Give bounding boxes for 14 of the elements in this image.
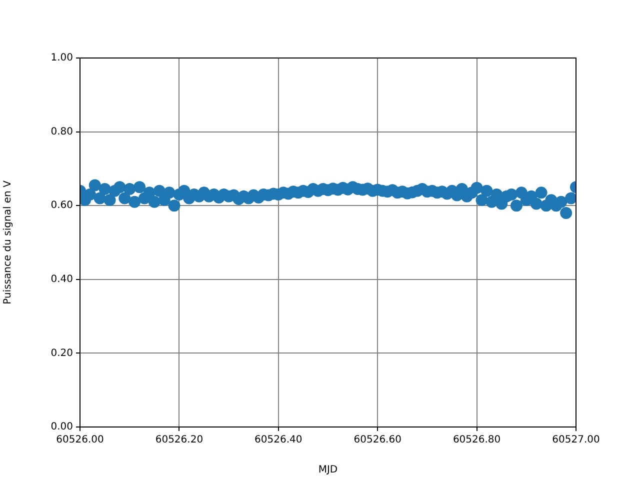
x-tick-label: 60526.20: [155, 434, 204, 446]
x-axis-title: MJD: [318, 464, 338, 476]
x-tick-label: 60526.40: [254, 434, 302, 446]
y-tick-label: 0.40: [50, 274, 73, 285]
y-tick-label: 0.00: [50, 422, 73, 433]
x-tick-label: 60526.60: [354, 434, 402, 446]
x-tick-label: 60526.80: [452, 434, 501, 446]
y-tick-label: 0.80: [50, 126, 73, 138]
y-tick-label: 1.00: [50, 52, 73, 64]
y-tick-label: 0.20: [50, 348, 73, 359]
y-axis-title: Puissance du signal en V: [2, 180, 14, 304]
y-tick-label: 0.60: [50, 200, 73, 212]
x-tick-label: 60526.00: [56, 434, 104, 446]
x-tick-label: 60527.00: [552, 434, 600, 446]
